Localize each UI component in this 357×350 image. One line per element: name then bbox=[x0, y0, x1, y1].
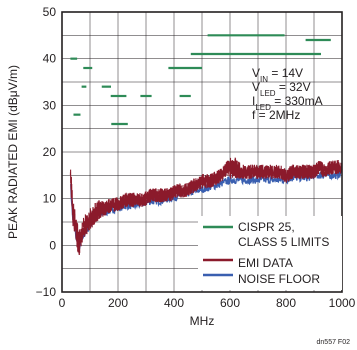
y-tick-label: 40 bbox=[43, 52, 57, 66]
legend-background bbox=[198, 216, 342, 290]
x-tick-label: 400 bbox=[164, 296, 184, 310]
x-tick-label: 600 bbox=[220, 296, 240, 310]
legend-label: NOISE FLOOR bbox=[238, 272, 320, 286]
y-tick-label: −10 bbox=[36, 285, 57, 299]
legend-label: EMI DATA bbox=[238, 256, 293, 270]
x-tick-label: 800 bbox=[276, 296, 296, 310]
y-tick-label: 30 bbox=[43, 98, 57, 112]
y-tick-label: 0 bbox=[49, 238, 56, 252]
figure-id: dn557 F02 bbox=[317, 339, 351, 346]
y-tick-labels: −10 0 10 20 30 40 50 bbox=[36, 5, 57, 299]
y-tick-label: 10 bbox=[43, 192, 57, 206]
legend-label: CISPR 25, bbox=[238, 220, 295, 234]
x-tick-labels: 0 200 400 600 800 1000 bbox=[59, 296, 356, 310]
x-tick-label: 1000 bbox=[329, 296, 356, 310]
condition-line: ILED = 330mA bbox=[252, 94, 323, 112]
y-tick-label: 50 bbox=[43, 5, 57, 19]
y-axis-label: PEAK RADIATED EMI (dBμV/m) bbox=[6, 65, 20, 239]
legend-label: CLASS 5 LIMITS bbox=[238, 235, 329, 249]
x-tick-label: 0 bbox=[59, 296, 66, 310]
y-tick-label: 20 bbox=[43, 145, 57, 159]
emi-data-line bbox=[69, 157, 343, 256]
plot-border bbox=[61, 11, 343, 293]
x-tick-label: 200 bbox=[108, 296, 128, 310]
condition-line: f = 2MHz bbox=[252, 108, 300, 122]
emi-data-series bbox=[69, 157, 343, 256]
cispr-limits-series bbox=[70, 34, 331, 126]
x-axis-label: MHz bbox=[190, 314, 215, 328]
legend: CISPR 25,CLASS 5 LIMITS EMI DATA NOISE FLO… bbox=[198, 216, 342, 290]
condition-line: VLED = 32V bbox=[252, 80, 311, 98]
plot-frame bbox=[61, 11, 343, 293]
condition-line: VIN = 14V bbox=[252, 66, 303, 84]
